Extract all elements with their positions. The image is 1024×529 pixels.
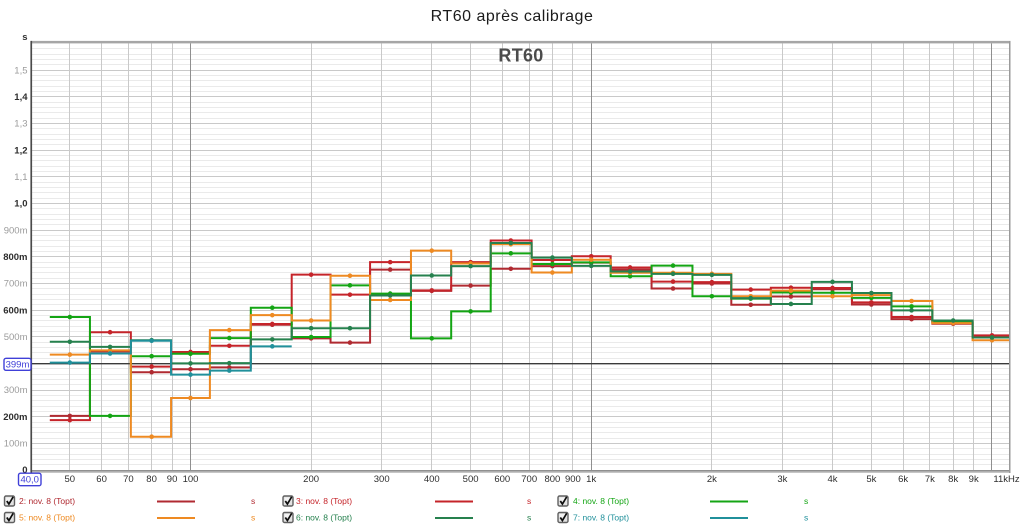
svg-text:0: 0 [22,465,27,476]
svg-text:40,0: 40,0 [20,475,39,486]
svg-text:100: 100 [183,474,199,485]
svg-text:1,5: 1,5 [14,66,27,77]
svg-text:8k: 8k [948,474,958,485]
svg-text:s: s [804,496,808,506]
svg-text:1,1: 1,1 [14,172,27,183]
svg-text:s: s [22,32,27,43]
svg-text:1,4: 1,4 [14,92,28,103]
svg-text:6k: 6k [898,474,908,485]
svg-text:7k: 7k [925,474,935,485]
svg-text:s: s [251,496,255,506]
svg-text:11kHz: 11kHz [993,474,1019,485]
svg-text:70: 70 [123,474,134,485]
svg-text:3: nov. 8 (Topt): 3: nov. 8 (Topt) [296,496,352,506]
svg-text:200m: 200m [3,412,27,423]
svg-text:5: nov. 8 (Topt): 5: nov. 8 (Topt) [19,513,75,523]
svg-text:7: nov. 8 (Topt): 7: nov. 8 (Topt) [573,513,629,523]
svg-text:600: 600 [494,474,510,485]
svg-text:6: nov. 8 (Topt): 6: nov. 8 (Topt) [296,513,352,523]
svg-text:700m: 700m [4,279,28,290]
svg-text:1,3: 1,3 [14,119,27,130]
svg-text:600m: 600m [3,305,27,316]
svg-text:200: 200 [303,474,319,485]
svg-text:800m: 800m [3,252,27,263]
svg-text:1,2: 1,2 [14,145,27,156]
svg-text:60: 60 [96,474,107,485]
svg-text:500: 500 [463,474,479,485]
svg-text:RT60 après calibrage: RT60 après calibrage [431,8,594,25]
svg-text:400: 400 [424,474,440,485]
svg-text:4k: 4k [827,474,837,485]
svg-text:2: nov. 8 (Topt): 2: nov. 8 (Topt) [19,496,75,506]
svg-text:2k: 2k [707,474,717,485]
svg-text:300: 300 [374,474,390,485]
svg-text:1k: 1k [586,474,596,485]
svg-text:4: nov. 8 (Topt): 4: nov. 8 (Topt) [573,496,629,506]
svg-text:RT60: RT60 [498,46,543,66]
svg-text:100m: 100m [4,439,28,450]
svg-text:300m: 300m [4,385,28,396]
svg-text:9k: 9k [969,474,979,485]
svg-text:80: 80 [146,474,157,485]
svg-text:900m: 900m [4,225,28,236]
svg-text:700: 700 [521,474,537,485]
svg-text:3k: 3k [777,474,787,485]
svg-text:50: 50 [65,474,76,485]
svg-text:500m: 500m [4,332,28,343]
svg-text:s: s [527,513,531,523]
svg-text:s: s [804,513,808,523]
svg-text:s: s [251,513,255,523]
svg-text:5k: 5k [866,474,876,485]
svg-text:1,0: 1,0 [14,199,27,210]
svg-text:s: s [527,496,531,506]
svg-text:399m: 399m [6,360,30,371]
svg-text:90: 90 [167,474,178,485]
svg-text:900: 900 [565,474,581,485]
svg-text:800: 800 [544,474,560,485]
